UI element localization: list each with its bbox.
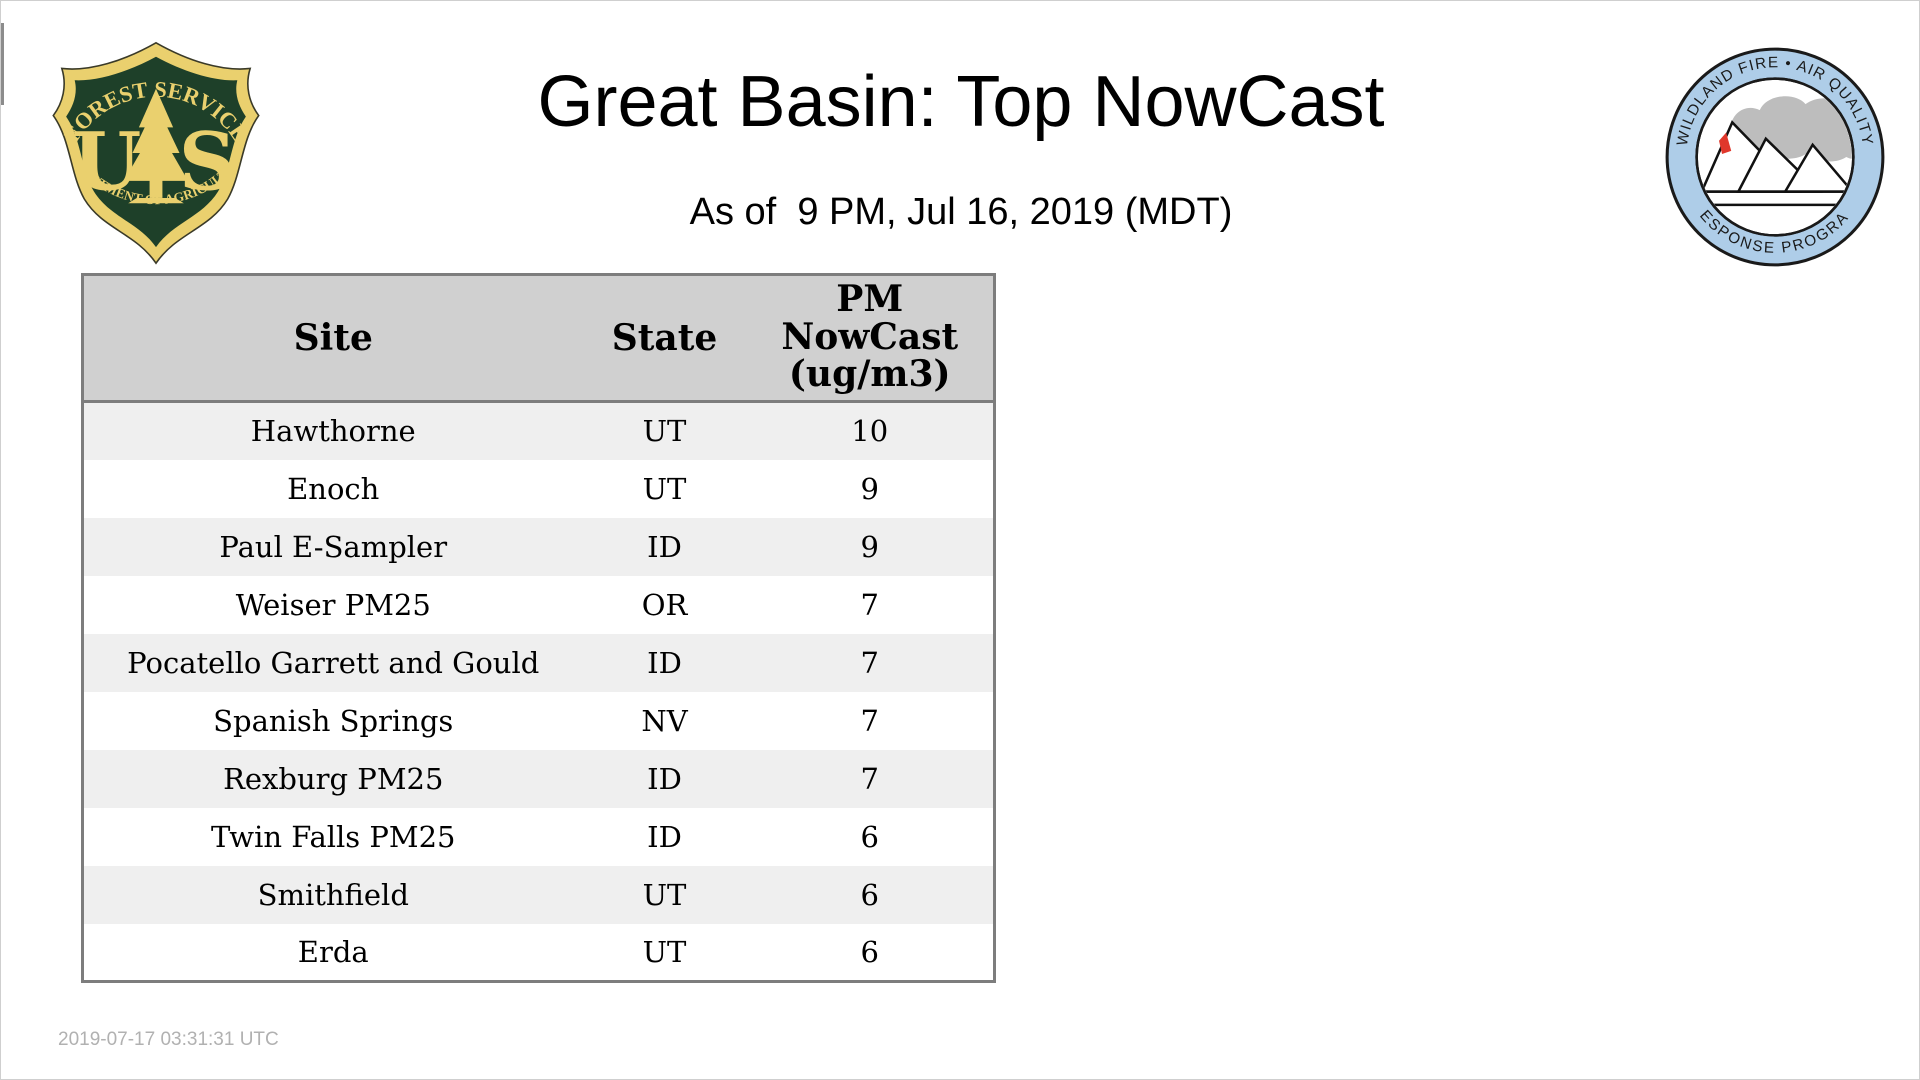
table-row: Spanish Springs NV 7 [82, 691, 995, 750]
cell-site: Enoch [82, 459, 583, 518]
cell-value: 7 [746, 575, 995, 634]
wfaqrp-logo: WILDLAND FIRE • AIR QUALITY RESPONSE PRO… [1661, 43, 1885, 267]
cell-value: 7 [746, 691, 995, 750]
cell-state: UT [582, 401, 747, 460]
cell-state: ID [582, 749, 747, 808]
table-row: Pocatello Garrett and Gould ID 7 [82, 633, 995, 692]
cell-site: Hawthorne [82, 401, 583, 460]
col-header-pm-nowcast: PM NowCast (ug/m3) [781, 277, 959, 396]
cell-site: Weiser PM25 [82, 575, 583, 634]
table-row: Smithfield UT 6 [82, 865, 995, 924]
cell-value: 9 [746, 517, 995, 576]
cell-site: Erda [82, 923, 583, 982]
cell-state: UT [582, 459, 747, 518]
cell-value: 7 [746, 749, 995, 808]
cell-value: 10 [746, 401, 995, 460]
cell-value: 7 [746, 633, 995, 692]
flame-icon [1719, 132, 1732, 154]
table-header-row: Site State PM NowCast (ug/m3) [82, 274, 995, 402]
page-subtitle: As of 9 PM, Jul 16, 2019 (MDT) [689, 191, 1233, 233]
page-title: Great Basin: Top NowCast [537, 62, 1385, 142]
shield-letter-u: U [72, 115, 141, 208]
cell-state: ID [582, 807, 747, 866]
cell-site: Rexburg PM25 [82, 749, 583, 808]
table-row: Rexburg PM25 ID 7 [82, 749, 995, 808]
table-row: Enoch UT 9 [82, 459, 995, 518]
pine-tree-icon [123, 88, 189, 204]
cell-state: NV [582, 691, 747, 750]
cell-value: 9 [746, 459, 995, 518]
cell-state: ID [582, 633, 747, 692]
nowcast-table: Site State PM NowCast (ug/m3) Hawthorne … [81, 273, 996, 983]
table-row: Hawthorne UT 10 [82, 401, 995, 460]
table-body: Hawthorne UT 10 Enoch UT 9 Paul E-Sample… [82, 401, 995, 982]
table-row: Weiser PM25 OR 7 [82, 575, 995, 634]
cell-value: 6 [746, 865, 995, 924]
cell-state: OR [582, 575, 747, 634]
forest-service-logo: FOREST SERVICE U S DEPARTMENT OF AGRICUL… [49, 39, 260, 265]
table-row: Twin Falls PM25 ID 6 [82, 807, 995, 866]
cell-value: 6 [746, 923, 995, 982]
cell-site: Paul E-Sampler [82, 517, 583, 576]
cell-site: Spanish Springs [82, 691, 583, 750]
table-row: Paul E-Sampler ID 9 [82, 517, 995, 576]
cell-site: Pocatello Garrett and Gould [82, 633, 583, 692]
col-header-state: State [611, 317, 718, 359]
cell-site: Twin Falls PM25 [82, 807, 583, 866]
shield-letter-s: S [179, 115, 236, 208]
table-row: Erda UT 6 [82, 923, 995, 982]
col-header-site: Site [293, 317, 373, 359]
cell-value: 6 [746, 807, 995, 866]
generated-timestamp: 2019-07-17 03:31:31 UTC [58, 1029, 279, 1050]
cell-state: UT [582, 865, 747, 924]
cell-state: ID [582, 517, 747, 576]
cell-site: Smithfield [82, 865, 583, 924]
cell-state: UT [582, 923, 747, 982]
screen-edge-artifact [1, 23, 4, 105]
